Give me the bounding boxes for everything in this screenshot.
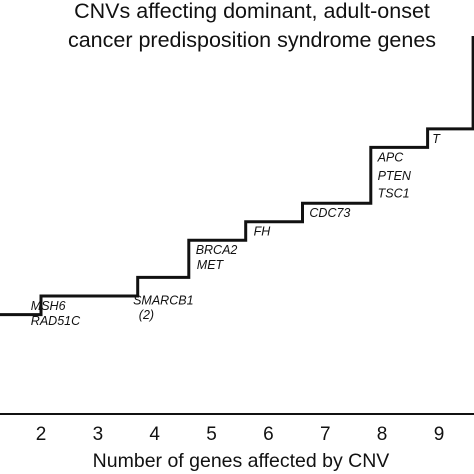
annotation-t: T bbox=[432, 132, 441, 146]
x-tick-label-7: 7 bbox=[320, 424, 331, 445]
annotation-msh6: MSH6 bbox=[31, 299, 66, 313]
x-tick-label-3: 3 bbox=[93, 424, 104, 445]
chart-title: CNVs affecting dominant, adult-onset can… bbox=[68, 0, 436, 52]
x-tick-label-8: 8 bbox=[377, 424, 388, 445]
annotation-apc: APC bbox=[377, 150, 405, 164]
x-axis-ticks: 2 3 4 5 6 7 8 9 bbox=[36, 424, 445, 445]
x-tick-label-6: 6 bbox=[263, 424, 274, 445]
annotation-smarcb1: SMARCB1 bbox=[133, 293, 193, 307]
annotation-cdc73: CDC73 bbox=[309, 206, 350, 220]
annotation-rad51c: RAD51C bbox=[31, 314, 81, 328]
x-axis-label: Number of genes affected by CNV bbox=[93, 450, 390, 472]
annotation-fh: FH bbox=[254, 225, 272, 239]
annotation-brca2: BRCA2 bbox=[196, 243, 238, 257]
step-line bbox=[0, 36, 474, 317]
title-line-1: CNVs affecting dominant, adult-onset bbox=[74, 0, 430, 23]
annotation-tsc1: TSC1 bbox=[378, 187, 410, 201]
x-tick-label-4: 4 bbox=[149, 424, 160, 445]
annotation-smarcb1-count: (2) bbox=[139, 308, 154, 322]
annotation-pten: PTEN bbox=[378, 169, 412, 183]
annotation-met: MET bbox=[197, 258, 225, 272]
x-tick-label-5: 5 bbox=[206, 424, 217, 445]
plot-area: MSH6RAD51C2(2)(3)(2)SMARCB1(2)BRCA2METFH… bbox=[0, 36, 474, 328]
x-tick-label-9: 9 bbox=[434, 424, 445, 445]
title-line-2: cancer predisposition syndrome genes bbox=[68, 28, 436, 52]
x-tick-label-2: 2 bbox=[36, 424, 47, 445]
